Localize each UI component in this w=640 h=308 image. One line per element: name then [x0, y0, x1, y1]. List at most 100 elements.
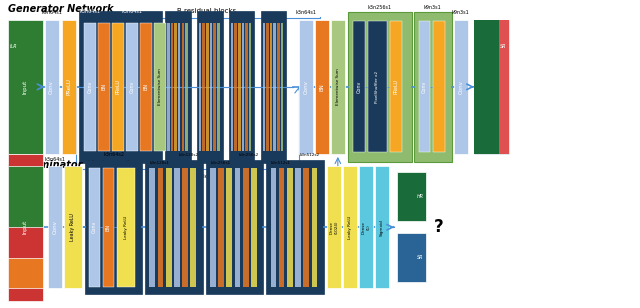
FancyBboxPatch shape [303, 168, 309, 287]
FancyBboxPatch shape [277, 23, 280, 151]
Text: Conv: Conv [458, 80, 463, 94]
FancyBboxPatch shape [281, 23, 284, 151]
FancyBboxPatch shape [84, 23, 96, 151]
Text: k3n64s1: k3n64s1 [79, 9, 100, 14]
Text: BN: BN [106, 224, 111, 231]
Text: Input: Input [23, 220, 28, 234]
Text: SR: SR [417, 255, 424, 260]
FancyBboxPatch shape [182, 168, 188, 287]
FancyBboxPatch shape [227, 168, 232, 287]
FancyBboxPatch shape [474, 20, 499, 154]
FancyBboxPatch shape [174, 23, 177, 151]
FancyBboxPatch shape [359, 166, 373, 288]
FancyBboxPatch shape [348, 12, 412, 162]
FancyBboxPatch shape [154, 23, 166, 151]
Text: Dense
(1024): Dense (1024) [330, 221, 339, 234]
Text: Conv: Conv [303, 80, 308, 94]
FancyBboxPatch shape [157, 168, 163, 287]
Text: PixelShuffler x2: PixelShuffler x2 [375, 71, 380, 103]
FancyBboxPatch shape [165, 10, 191, 163]
FancyBboxPatch shape [499, 20, 509, 154]
FancyBboxPatch shape [48, 166, 62, 288]
FancyBboxPatch shape [64, 166, 82, 288]
FancyBboxPatch shape [242, 23, 244, 151]
FancyBboxPatch shape [270, 23, 273, 151]
FancyBboxPatch shape [375, 166, 389, 288]
FancyBboxPatch shape [126, 23, 138, 151]
Text: HR: HR [417, 194, 424, 199]
FancyBboxPatch shape [260, 10, 286, 163]
FancyBboxPatch shape [217, 23, 220, 151]
Text: Conv: Conv [129, 81, 134, 93]
Text: Conv: Conv [356, 81, 362, 93]
Text: BN: BN [319, 83, 324, 91]
FancyBboxPatch shape [245, 23, 248, 151]
Text: skip connection: skip connection [163, 174, 212, 179]
FancyBboxPatch shape [202, 23, 205, 151]
FancyBboxPatch shape [116, 168, 134, 287]
FancyBboxPatch shape [85, 160, 142, 294]
Text: SR: SR [500, 44, 506, 49]
FancyBboxPatch shape [89, 168, 100, 287]
FancyBboxPatch shape [8, 154, 43, 301]
FancyBboxPatch shape [273, 23, 276, 151]
Text: Elementwise Sum: Elementwise Sum [158, 68, 162, 105]
FancyBboxPatch shape [299, 20, 313, 154]
FancyBboxPatch shape [234, 23, 237, 151]
Text: PReLU: PReLU [115, 79, 120, 94]
Text: BN: BN [143, 83, 148, 91]
Text: k3n64s1: k3n64s1 [296, 10, 317, 15]
Text: k3n512s2: k3n512s2 [300, 153, 319, 157]
FancyBboxPatch shape [353, 21, 365, 152]
FancyBboxPatch shape [166, 168, 172, 287]
Text: Leaky ReLU: Leaky ReLU [70, 213, 76, 241]
Text: k9n3s1: k9n3s1 [424, 5, 442, 10]
FancyBboxPatch shape [251, 168, 257, 287]
FancyBboxPatch shape [171, 23, 173, 151]
FancyBboxPatch shape [413, 12, 452, 162]
Text: Dense
(1): Dense (1) [362, 221, 370, 234]
FancyBboxPatch shape [229, 10, 254, 163]
Text: B residual blocks: B residual blocks [177, 8, 237, 14]
FancyBboxPatch shape [238, 23, 241, 151]
FancyBboxPatch shape [454, 20, 468, 154]
FancyBboxPatch shape [315, 20, 329, 154]
FancyBboxPatch shape [331, 20, 345, 154]
FancyBboxPatch shape [368, 21, 387, 152]
FancyBboxPatch shape [218, 168, 224, 287]
FancyBboxPatch shape [390, 21, 401, 152]
FancyBboxPatch shape [8, 166, 43, 227]
FancyBboxPatch shape [206, 23, 209, 151]
Text: Leaky ReLU: Leaky ReLU [348, 216, 352, 239]
FancyBboxPatch shape [262, 23, 265, 151]
FancyBboxPatch shape [230, 23, 233, 151]
FancyBboxPatch shape [197, 10, 223, 163]
FancyBboxPatch shape [112, 23, 124, 151]
FancyBboxPatch shape [474, 20, 509, 154]
FancyBboxPatch shape [343, 166, 357, 288]
FancyBboxPatch shape [150, 168, 156, 287]
FancyBboxPatch shape [45, 20, 59, 154]
FancyBboxPatch shape [397, 172, 426, 221]
FancyBboxPatch shape [178, 23, 180, 151]
FancyBboxPatch shape [243, 168, 248, 287]
Text: k3n256s1: k3n256s1 [210, 161, 230, 165]
FancyBboxPatch shape [419, 21, 430, 152]
FancyBboxPatch shape [295, 168, 301, 287]
FancyBboxPatch shape [174, 168, 180, 287]
Text: Conv: Conv [88, 81, 92, 93]
FancyBboxPatch shape [140, 23, 152, 151]
FancyBboxPatch shape [287, 168, 292, 287]
FancyBboxPatch shape [327, 166, 341, 288]
FancyBboxPatch shape [397, 233, 426, 282]
Text: PReLU: PReLU [67, 79, 72, 95]
FancyBboxPatch shape [182, 23, 184, 151]
FancyBboxPatch shape [79, 10, 162, 163]
FancyBboxPatch shape [279, 168, 285, 287]
FancyBboxPatch shape [266, 160, 324, 294]
FancyBboxPatch shape [235, 168, 241, 287]
FancyBboxPatch shape [199, 23, 202, 151]
Text: ILR: ILR [10, 44, 18, 49]
FancyBboxPatch shape [266, 23, 269, 151]
FancyBboxPatch shape [185, 23, 188, 151]
